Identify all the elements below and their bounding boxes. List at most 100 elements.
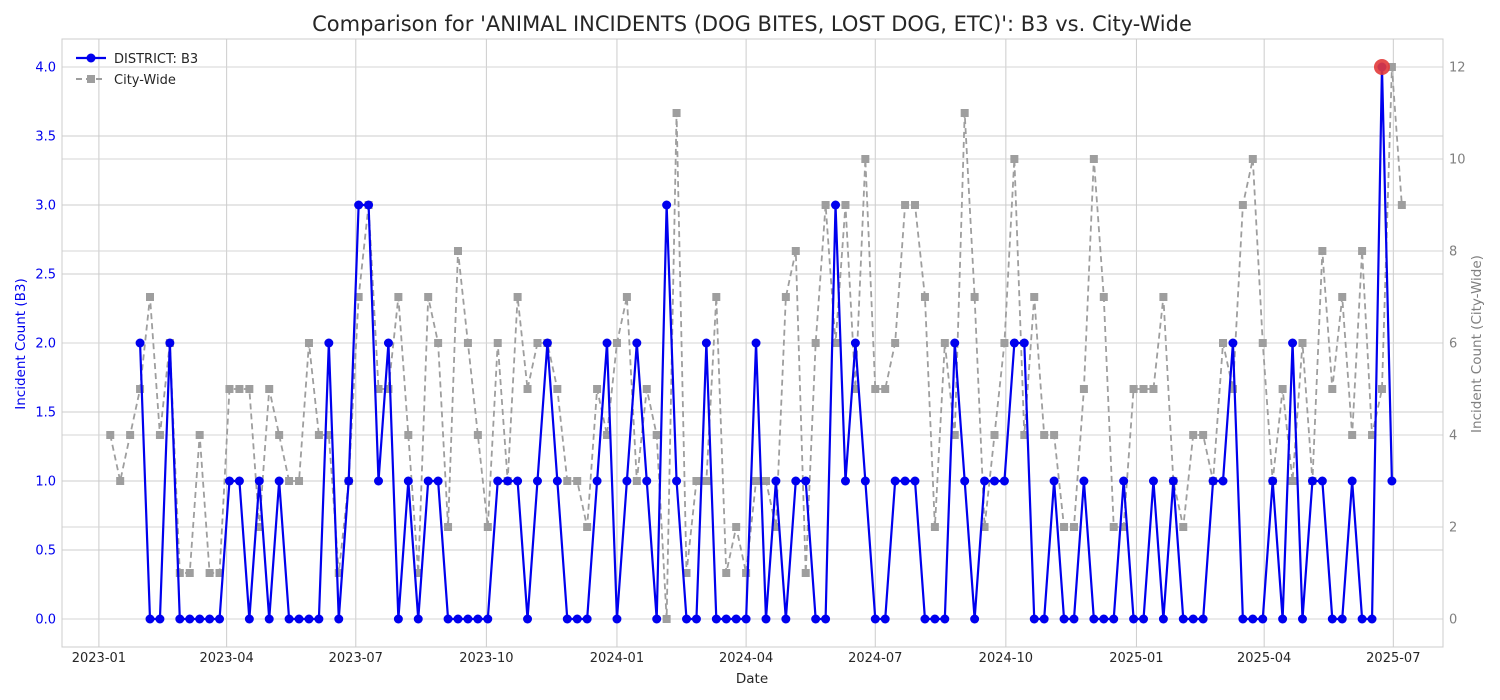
- city-wide-point: [513, 293, 522, 301]
- district-b3-point: [314, 614, 324, 624]
- district-b3-point: [493, 476, 503, 486]
- y-left-tick-label: 2.0: [35, 337, 56, 352]
- city-wide-point: [215, 569, 224, 577]
- city-wide-point: [1189, 431, 1198, 439]
- district-b3-point: [920, 614, 930, 624]
- x-tick-label: 2024-10: [979, 651, 1033, 666]
- y-right-tick-label: 6: [1449, 337, 1457, 352]
- city-wide-point: [424, 293, 433, 301]
- city-wide-point: [473, 431, 482, 439]
- city-wide-point: [245, 385, 254, 393]
- city-wide-point: [891, 339, 900, 347]
- city-wide-point: [1258, 339, 1267, 347]
- city-wide-point: [811, 339, 820, 347]
- city-wide-point: [334, 569, 343, 577]
- city-wide-point: [1119, 523, 1128, 531]
- district-b3-point: [900, 476, 910, 486]
- city-wide-point: [712, 293, 721, 301]
- city-wide-point: [1010, 155, 1019, 163]
- city-wide-point: [1228, 385, 1237, 393]
- district-b3-point: [860, 476, 870, 486]
- district-b3-point: [155, 614, 165, 624]
- district-b3-series: [135, 59, 1397, 624]
- city-wide-point: [781, 293, 790, 301]
- city-wide-point: [255, 523, 264, 531]
- city-wide-point: [205, 569, 214, 577]
- city-wide-point: [1159, 293, 1168, 301]
- city-wide-point: [642, 385, 651, 393]
- district-b3-point: [443, 614, 453, 624]
- district-b3-point: [632, 338, 642, 348]
- city-wide-point: [821, 201, 830, 209]
- district-b3-point: [811, 614, 821, 624]
- city-wide-point: [911, 201, 920, 209]
- y-left-tick-label: 4.0: [35, 61, 56, 76]
- district-b3-point: [165, 338, 175, 348]
- district-b3-point: [1297, 614, 1307, 624]
- district-b3-point: [224, 476, 234, 486]
- district-b3-point: [532, 476, 542, 486]
- district-b3-point: [403, 476, 413, 486]
- city-wide-point: [1099, 293, 1108, 301]
- district-b3-point: [1129, 614, 1139, 624]
- district-b3-point: [1198, 614, 1208, 624]
- district-b3-point: [970, 614, 980, 624]
- district-b3-point: [1208, 476, 1218, 486]
- district-b3-point: [1188, 614, 1198, 624]
- district-b3-point: [284, 614, 294, 624]
- city-wide-point: [1179, 523, 1188, 531]
- y-left-tick-label: 2.5: [35, 268, 56, 283]
- district-b3-point: [1019, 338, 1029, 348]
- city-wide-point: [136, 385, 145, 393]
- district-b3-point: [950, 338, 960, 348]
- city-wide-point: [901, 201, 910, 209]
- city-wide-point: [573, 477, 582, 485]
- district-b3-point: [761, 614, 771, 624]
- district-b3-point: [592, 476, 602, 486]
- city-wide-point: [1298, 339, 1307, 347]
- city-wide-point: [1020, 431, 1029, 439]
- district-b3-point: [1337, 614, 1347, 624]
- x-tick-label: 2023-01: [72, 651, 126, 666]
- district-b3-point: [801, 476, 811, 486]
- district-b3-point: [930, 614, 940, 624]
- district-b3-point: [850, 338, 860, 348]
- city-wide-point: [493, 339, 502, 347]
- city-wide-point: [1069, 523, 1078, 531]
- x-tick-label: 2024-04: [719, 651, 773, 666]
- city-wide-point: [106, 431, 115, 439]
- x-tick-label: 2024-01: [590, 651, 644, 666]
- city-wide-point: [881, 385, 890, 393]
- y-axis-right-label: Incident Count (City-Wide): [1469, 255, 1485, 433]
- x-tick-label: 2023-10: [459, 651, 513, 666]
- district-b3-point: [1228, 338, 1238, 348]
- x-tick-label: 2023-04: [199, 651, 253, 666]
- district-b3-point: [433, 476, 443, 486]
- city-wide-point: [126, 431, 135, 439]
- district-b3-point: [602, 338, 612, 348]
- city-wide-point: [1040, 431, 1049, 439]
- city-wide-point: [1199, 431, 1208, 439]
- legend-city-marker: [87, 75, 95, 83]
- city-wide-point: [652, 431, 661, 439]
- city-wide-point: [583, 523, 592, 531]
- city-wide-point: [563, 477, 572, 485]
- city-wide-point: [374, 385, 383, 393]
- legend-city-label: City-Wide: [114, 73, 176, 88]
- district-b3-point: [453, 614, 463, 624]
- city-wide-point: [761, 477, 770, 485]
- district-b3-point: [244, 614, 254, 624]
- district-b3-point: [254, 476, 264, 486]
- district-b3-point: [731, 614, 741, 624]
- district-b3-point: [423, 476, 433, 486]
- district-b3-point: [572, 614, 582, 624]
- city-wide-point: [1397, 201, 1406, 209]
- city-wide-point: [871, 385, 880, 393]
- district-b3-point: [1387, 476, 1397, 486]
- district-b3-point: [721, 614, 731, 624]
- district-b3-point: [890, 476, 900, 486]
- city-wide-point: [1377, 385, 1386, 393]
- district-b3-point: [1049, 476, 1059, 486]
- district-b3-point: [304, 614, 314, 624]
- city-wide-point: [195, 431, 204, 439]
